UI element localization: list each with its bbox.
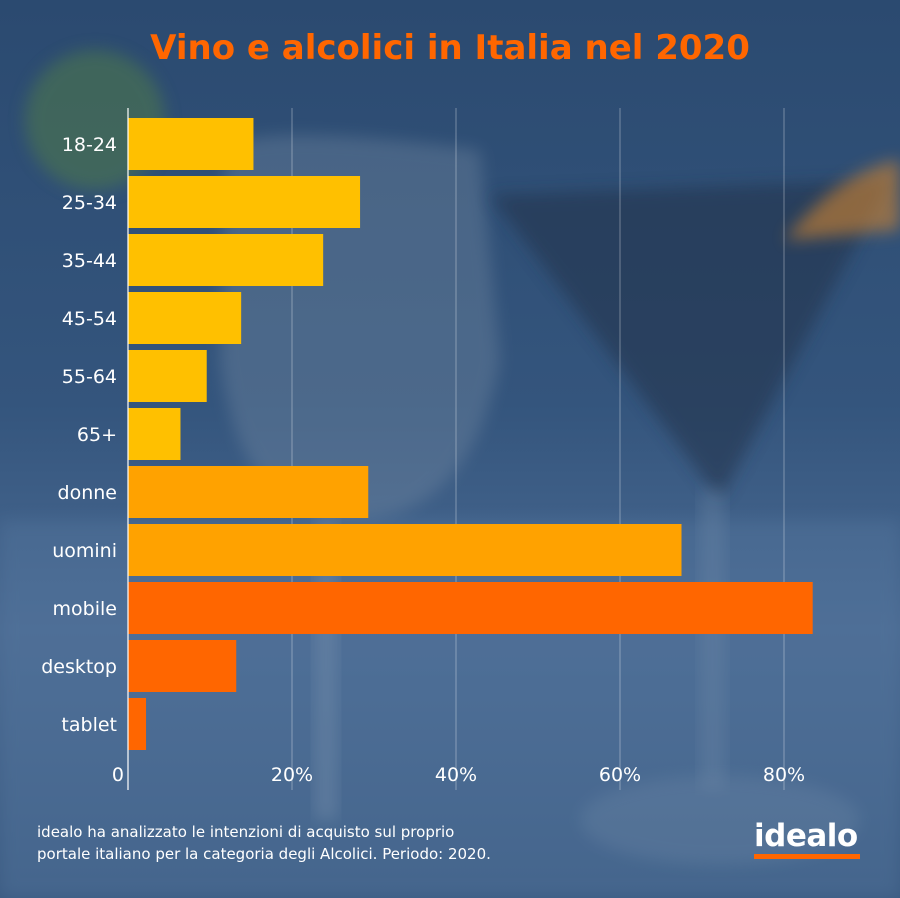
category-label: 35-44 <box>62 250 117 272</box>
bar-mobile <box>128 582 813 634</box>
category-label: 45-54 <box>62 308 117 330</box>
footnote-line-2: portale italiano per la categoria degli … <box>37 845 491 863</box>
x-tick-label: 80% <box>763 764 805 786</box>
x-axis-ticks: 0 20% 40% 60% 80% <box>112 764 805 786</box>
footnote: idealo ha analizzato le intenzioni di ac… <box>37 821 557 865</box>
footnote-line-1: idealo ha analizzato le intenzioni di ac… <box>37 823 455 841</box>
x-tick-label: 0 <box>112 764 124 786</box>
category-label: 25-34 <box>62 192 117 214</box>
category-label: 18-24 <box>62 134 117 156</box>
bar-18-24 <box>128 118 254 170</box>
bar-35-44 <box>128 234 324 286</box>
x-tick-label: 20% <box>271 764 313 786</box>
category-label: desktop <box>41 656 117 678</box>
category-label: 65+ <box>77 424 117 446</box>
chart-title: Vino e alcolici in Italia nel 2020 <box>150 28 750 68</box>
bar-45-54 <box>128 292 242 344</box>
gridlines <box>291 108 785 790</box>
category-label: mobile <box>53 598 117 620</box>
bar-25-34 <box>128 176 361 228</box>
bar-donne <box>128 466 369 518</box>
idealo-logo: idealo <box>754 820 860 859</box>
x-tick-label: 40% <box>435 764 477 786</box>
category-label: uomini <box>52 540 117 562</box>
bar-tablet <box>128 698 147 750</box>
category-labels: 18-24 25-34 35-44 45-54 55-64 65+ donne uomini m… <box>41 134 117 736</box>
category-label: donne <box>58 482 117 504</box>
x-tick-label: 60% <box>599 764 641 786</box>
category-label: 55-64 <box>62 366 117 388</box>
logo-underline <box>754 854 860 859</box>
logo-text: idealo <box>754 818 858 854</box>
bar-desktop <box>128 640 237 692</box>
bars <box>128 118 813 750</box>
bar-uomini <box>128 524 682 576</box>
category-label: tablet <box>61 714 117 736</box>
bar-65+ <box>128 408 181 460</box>
bar-55-64 <box>128 350 207 402</box>
